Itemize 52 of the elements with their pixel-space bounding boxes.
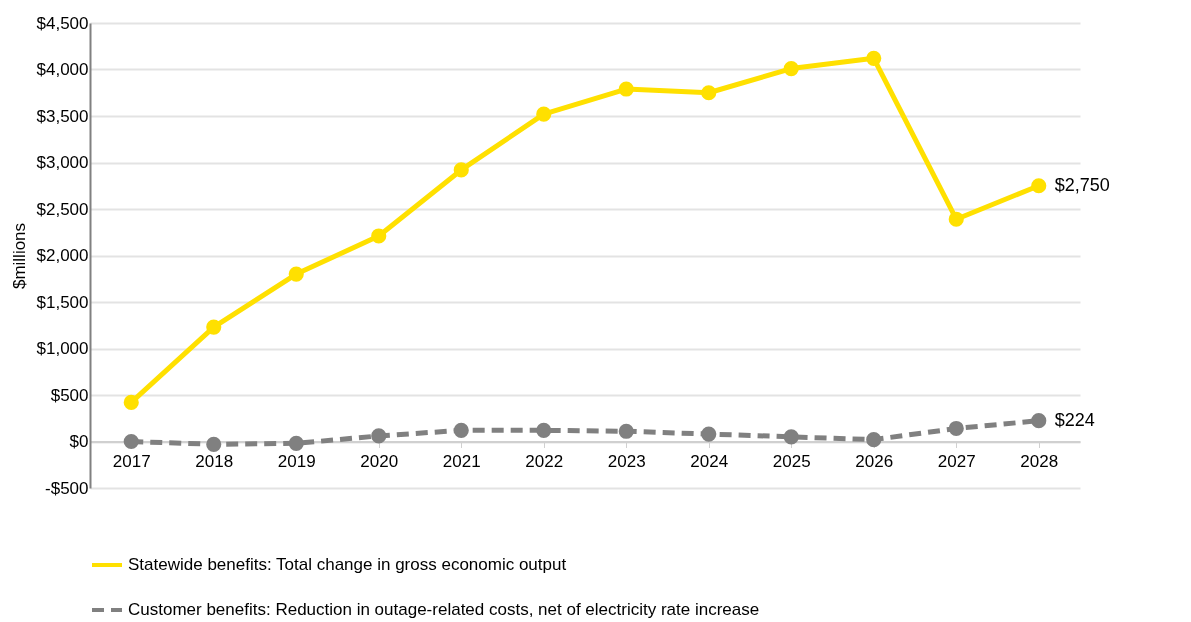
x-tick-label: 2019 xyxy=(277,452,316,471)
data-label: $224 xyxy=(1054,409,1095,430)
x-tick-label: 2027 xyxy=(937,452,976,471)
x-tick-label: 2025 xyxy=(772,452,811,471)
legend-label: Statewide benefits: Total change in gross economic output xyxy=(128,555,567,574)
x-tick-label: 2026 xyxy=(855,452,894,471)
y-tick-label: $500 xyxy=(50,385,89,405)
y-tick-label: $1,500 xyxy=(36,292,89,312)
y-tick-label: $4,500 xyxy=(36,13,89,33)
point xyxy=(948,420,964,437)
point xyxy=(288,435,304,451)
x-tick-label: 2020 xyxy=(360,452,399,471)
x-tick-label: 2017 xyxy=(112,452,151,471)
y-tick-label: $2,000 xyxy=(36,246,89,265)
point xyxy=(536,106,552,122)
y-tick-label: -$500 xyxy=(45,478,89,498)
y-tick-label: $2,500 xyxy=(36,199,89,219)
x-tick-label: 2028 xyxy=(1020,452,1059,471)
point xyxy=(371,228,387,244)
point xyxy=(948,211,964,227)
x-tick-label: 2024 xyxy=(690,452,729,471)
x-tick-label: 2021 xyxy=(442,452,481,471)
point xyxy=(453,422,469,438)
point xyxy=(783,429,799,445)
point xyxy=(618,81,634,97)
point xyxy=(1031,178,1047,194)
data-label: $2,750 xyxy=(1054,174,1110,195)
y-tick-label: $3,000 xyxy=(36,153,89,172)
point xyxy=(453,162,469,178)
legend-label: Customer benefits: Reduction in outage-related costs, net of electricity rate increase xyxy=(128,600,760,619)
point xyxy=(288,266,304,282)
point xyxy=(206,319,222,335)
x-tick-label: 2018 xyxy=(195,452,234,471)
point xyxy=(866,50,882,66)
point xyxy=(123,394,139,411)
point xyxy=(1031,413,1047,429)
x-tick-label: 2022 xyxy=(525,452,564,471)
point xyxy=(866,432,882,448)
y-tick-label: $4,000 xyxy=(36,60,89,79)
point xyxy=(783,61,799,77)
point xyxy=(536,422,552,438)
point xyxy=(701,85,717,101)
point xyxy=(206,436,222,452)
x-tick-label: 2023 xyxy=(607,452,646,471)
y-tick-label: $0 xyxy=(69,432,89,451)
point xyxy=(618,423,634,439)
y-tick-label: $1,000 xyxy=(36,339,89,358)
point xyxy=(123,433,139,450)
y-axis-title: $millions xyxy=(9,222,29,290)
point xyxy=(701,426,717,442)
y-tick-label: $3,500 xyxy=(36,106,89,126)
point xyxy=(371,428,387,444)
